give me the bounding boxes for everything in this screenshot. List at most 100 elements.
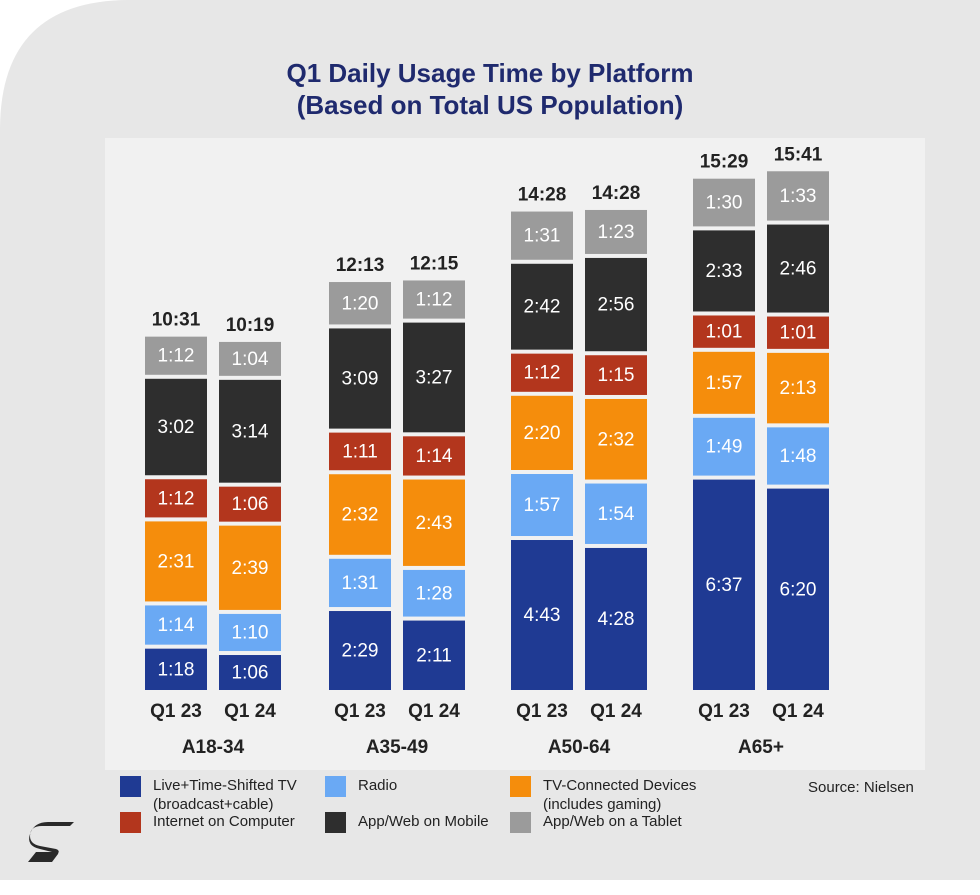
value-label: 1:14 <box>416 446 453 467</box>
value-label: 1:12 <box>158 346 195 367</box>
legend-swatch <box>120 776 141 797</box>
legend-item: Internet on Computer <box>120 812 315 833</box>
legend-swatch <box>510 812 531 833</box>
group-label: A50-64 <box>548 737 611 758</box>
bar-segment <box>145 521 207 602</box>
value-label: 2:46 <box>780 259 817 280</box>
bar-segment <box>511 540 573 690</box>
bar-segment <box>145 479 207 518</box>
value-label: 1:10 <box>232 622 269 643</box>
legend-swatch <box>325 776 346 797</box>
legend-item: App/Web on Mobile <box>325 812 515 833</box>
bar-segment <box>511 353 573 392</box>
value-label: 1:01 <box>706 322 743 343</box>
bar-segment <box>329 432 391 471</box>
x-tick-label: Q1 24 <box>224 701 276 722</box>
value-label: 2:32 <box>342 505 379 526</box>
bar-segment <box>219 655 281 690</box>
x-tick-label: Q1 23 <box>334 701 386 722</box>
bar-segment <box>767 224 829 313</box>
bar-segment <box>511 395 573 470</box>
value-label: 2:29 <box>342 641 379 662</box>
value-label: 1:11 <box>342 441 378 462</box>
bar-segment <box>767 427 829 485</box>
bar-segment <box>329 282 391 325</box>
group-label: A65+ <box>738 737 784 758</box>
bar-segment <box>403 322 465 433</box>
legend-swatch <box>120 812 141 833</box>
value-label: 1:14 <box>158 615 195 636</box>
bar-segment <box>219 525 281 610</box>
bar-segment <box>585 483 647 544</box>
bar-segment <box>585 257 647 352</box>
bar-segment <box>693 315 755 348</box>
value-label: 1:49 <box>706 437 743 458</box>
value-label: 3:27 <box>416 367 453 388</box>
bar-segment <box>511 474 573 537</box>
value-label: 1:28 <box>416 583 453 604</box>
value-label: 2:13 <box>780 378 817 399</box>
value-label: 4:28 <box>598 609 635 630</box>
total-label: 15:41 <box>774 144 823 165</box>
value-label: 1:30 <box>706 193 743 214</box>
value-label: 1:23 <box>598 222 635 243</box>
total-label: 15:29 <box>700 152 749 173</box>
logo <box>28 822 74 862</box>
group-label: A35-49 <box>366 737 428 758</box>
value-label: 1:12 <box>524 363 561 384</box>
total-label: 14:28 <box>518 185 567 206</box>
legend-label: Live+Time-Shifted TV (broadcast+cable) <box>153 777 297 813</box>
legend-item: App/Web on a Tablet <box>510 812 700 833</box>
total-label: 14:28 <box>592 183 641 204</box>
bar-segment <box>403 569 465 617</box>
value-label: 2:56 <box>598 295 635 316</box>
value-label: 1:15 <box>598 365 635 386</box>
value-label: 1:57 <box>706 373 743 394</box>
value-label: 2:39 <box>232 558 269 579</box>
x-tick-label: Q1 24 <box>590 701 642 722</box>
bar-segment <box>511 211 573 260</box>
value-label: 6:20 <box>780 579 817 600</box>
value-label: 1:12 <box>416 290 453 311</box>
bar-segment <box>585 209 647 254</box>
legend-item: TV-Connected Devices (includes gaming) <box>510 776 700 814</box>
bar-segment <box>145 648 207 690</box>
bar-segment <box>145 605 207 645</box>
source: Source: Nielsen <box>808 779 914 796</box>
value-label: 1:04 <box>232 349 269 370</box>
value-label: 1:01 <box>780 323 817 344</box>
bar-segment <box>219 379 281 483</box>
value-label: 6:37 <box>706 575 743 596</box>
value-label: 2:11 <box>416 645 452 666</box>
bar-segment <box>219 341 281 376</box>
bar-segment <box>767 352 829 424</box>
value-label: 1:54 <box>598 504 635 525</box>
legend-label: TV-Connected Devices (includes gaming) <box>543 777 697 813</box>
bar-segment <box>585 547 647 690</box>
value-label: 1:06 <box>232 663 269 684</box>
group-label: A18-34 <box>182 737 245 758</box>
value-label: 1:06 <box>232 494 269 515</box>
legend-label: Internet on Computer <box>153 813 295 830</box>
bar-segment <box>693 417 755 476</box>
value-label: 1:12 <box>158 488 195 509</box>
value-label: 2:43 <box>416 513 453 534</box>
value-label: 1:31 <box>524 226 561 247</box>
bar-segment <box>693 351 755 414</box>
legend-swatch <box>325 812 346 833</box>
value-label: 2:32 <box>598 429 635 450</box>
bar-segment <box>145 336 207 375</box>
value-label: 3:14 <box>232 421 269 442</box>
value-label: 3:09 <box>342 369 379 390</box>
value-label: 1:48 <box>780 446 817 467</box>
bar-segment <box>693 230 755 312</box>
bar-segment <box>511 263 573 350</box>
total-label: 12:13 <box>336 255 385 276</box>
x-tick-label: Q1 23 <box>150 701 202 722</box>
bar-segment <box>693 479 755 690</box>
total-label: 10:19 <box>226 315 275 336</box>
bar-segment <box>403 479 465 566</box>
value-label: 2:33 <box>706 261 743 282</box>
